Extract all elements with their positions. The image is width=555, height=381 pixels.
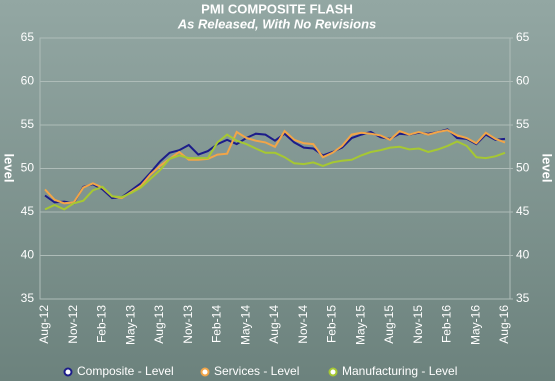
x-tick-label: Nov-12 (66, 305, 80, 344)
legend-label: Composite - Level (77, 364, 174, 378)
x-tick-label: May-14 (238, 305, 252, 345)
legend-marker (200, 367, 210, 377)
y2-tick-label: 40 (516, 248, 530, 262)
y-tick-label: 40 (21, 248, 35, 262)
x-tick-label: Nov-14 (296, 305, 310, 344)
legend-marker (328, 367, 338, 377)
y2-axis-label: level (540, 154, 555, 183)
legend-marker (63, 367, 73, 377)
x-tick-label: Nov-15 (411, 305, 425, 344)
y2-tick-label: 65 (516, 30, 530, 44)
y-tick-label: 35 (21, 291, 35, 305)
y2-tick-label: 50 (516, 161, 530, 175)
legend-label: Services - Level (214, 364, 299, 378)
x-tick-label: Aug-14 (267, 305, 281, 344)
y-tick-label: 60 (21, 74, 35, 88)
y-tick-label: 65 (21, 30, 35, 44)
x-tick-label: May-16 (468, 305, 482, 345)
x-tick-label: Feb-16 (440, 305, 454, 343)
chart-subtitle: As Released, With No Revisions (177, 16, 377, 31)
y-tick-label: 55 (21, 117, 35, 131)
x-tick-label: Aug-16 (497, 305, 511, 344)
series-line (44, 133, 506, 211)
y-axis-label: level (2, 154, 17, 183)
x-tick-label: Feb-14 (210, 305, 224, 343)
x-tick-label: Aug-13 (152, 305, 166, 344)
x-tick-label: May-13 (123, 305, 137, 345)
x-tick-label: May-15 (353, 305, 367, 345)
y2-tick-label: 55 (516, 117, 530, 131)
x-tick-label: Aug-12 (37, 305, 51, 344)
y-tick-label: 45 (21, 204, 35, 218)
x-tick-label: Feb-13 (95, 305, 109, 343)
x-tick-label: Nov-13 (181, 305, 195, 344)
chart-title: PMI COMPOSITE FLASH (201, 1, 353, 16)
y2-tick-label: 45 (516, 204, 530, 218)
y2-tick-label: 35 (516, 291, 530, 305)
x-tick-label: Feb-15 (325, 305, 339, 343)
legend-label: Manufacturing - Level (342, 364, 457, 378)
x-tick-label: Aug-15 (382, 305, 396, 344)
y-tick-label: 50 (21, 161, 35, 175)
y2-tick-label: 60 (516, 74, 530, 88)
